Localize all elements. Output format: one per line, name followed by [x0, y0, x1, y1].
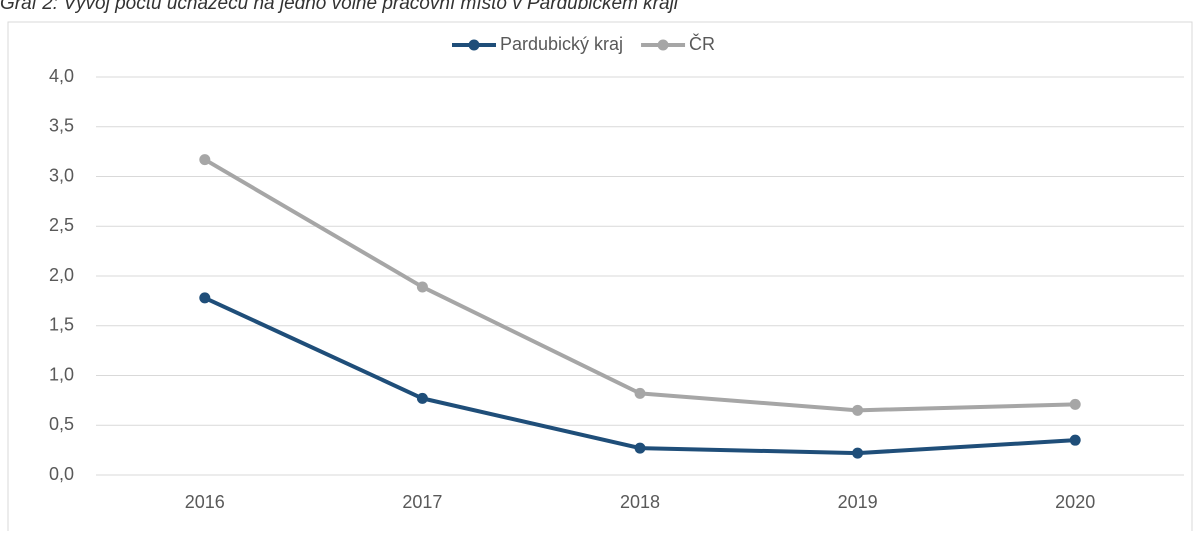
x-tick-label: 2017: [402, 492, 442, 512]
legend-label: ČR: [689, 33, 715, 54]
chart-frame: [7, 21, 1193, 536]
y-tick-label: 2,0: [49, 265, 74, 285]
legend-marker: [468, 39, 480, 51]
point: [416, 392, 428, 404]
point: [199, 292, 211, 304]
y-tick-label: 2,5: [49, 215, 74, 235]
point: [634, 387, 646, 399]
point: [634, 442, 646, 454]
point: [416, 281, 428, 293]
y-tick-label: 1,5: [49, 315, 74, 335]
y-tick-label: 1,0: [49, 364, 74, 384]
y-tick-label: 0,0: [49, 464, 74, 484]
chart-title: Graf 2: Vývoj počtu uchazečů na jedno vo…: [0, 0, 679, 14]
point: [852, 404, 864, 416]
y-tick-label: 4,0: [49, 66, 74, 86]
x-tick-label: 2018: [620, 492, 660, 512]
y-tick-label: 0,5: [49, 414, 74, 434]
point: [852, 447, 864, 459]
y-tick-label: 3,0: [49, 165, 74, 185]
x-tick-label: 2020: [1055, 492, 1095, 512]
y-tick-label: 3,5: [49, 116, 74, 136]
legend-marker: [657, 39, 669, 51]
x-tick-label: 2019: [838, 492, 878, 512]
point: [199, 154, 211, 166]
x-tick-label: 2016: [185, 492, 225, 512]
point: [1069, 434, 1081, 446]
point: [1069, 398, 1081, 410]
legend-label: Pardubický kraj: [500, 34, 623, 54]
